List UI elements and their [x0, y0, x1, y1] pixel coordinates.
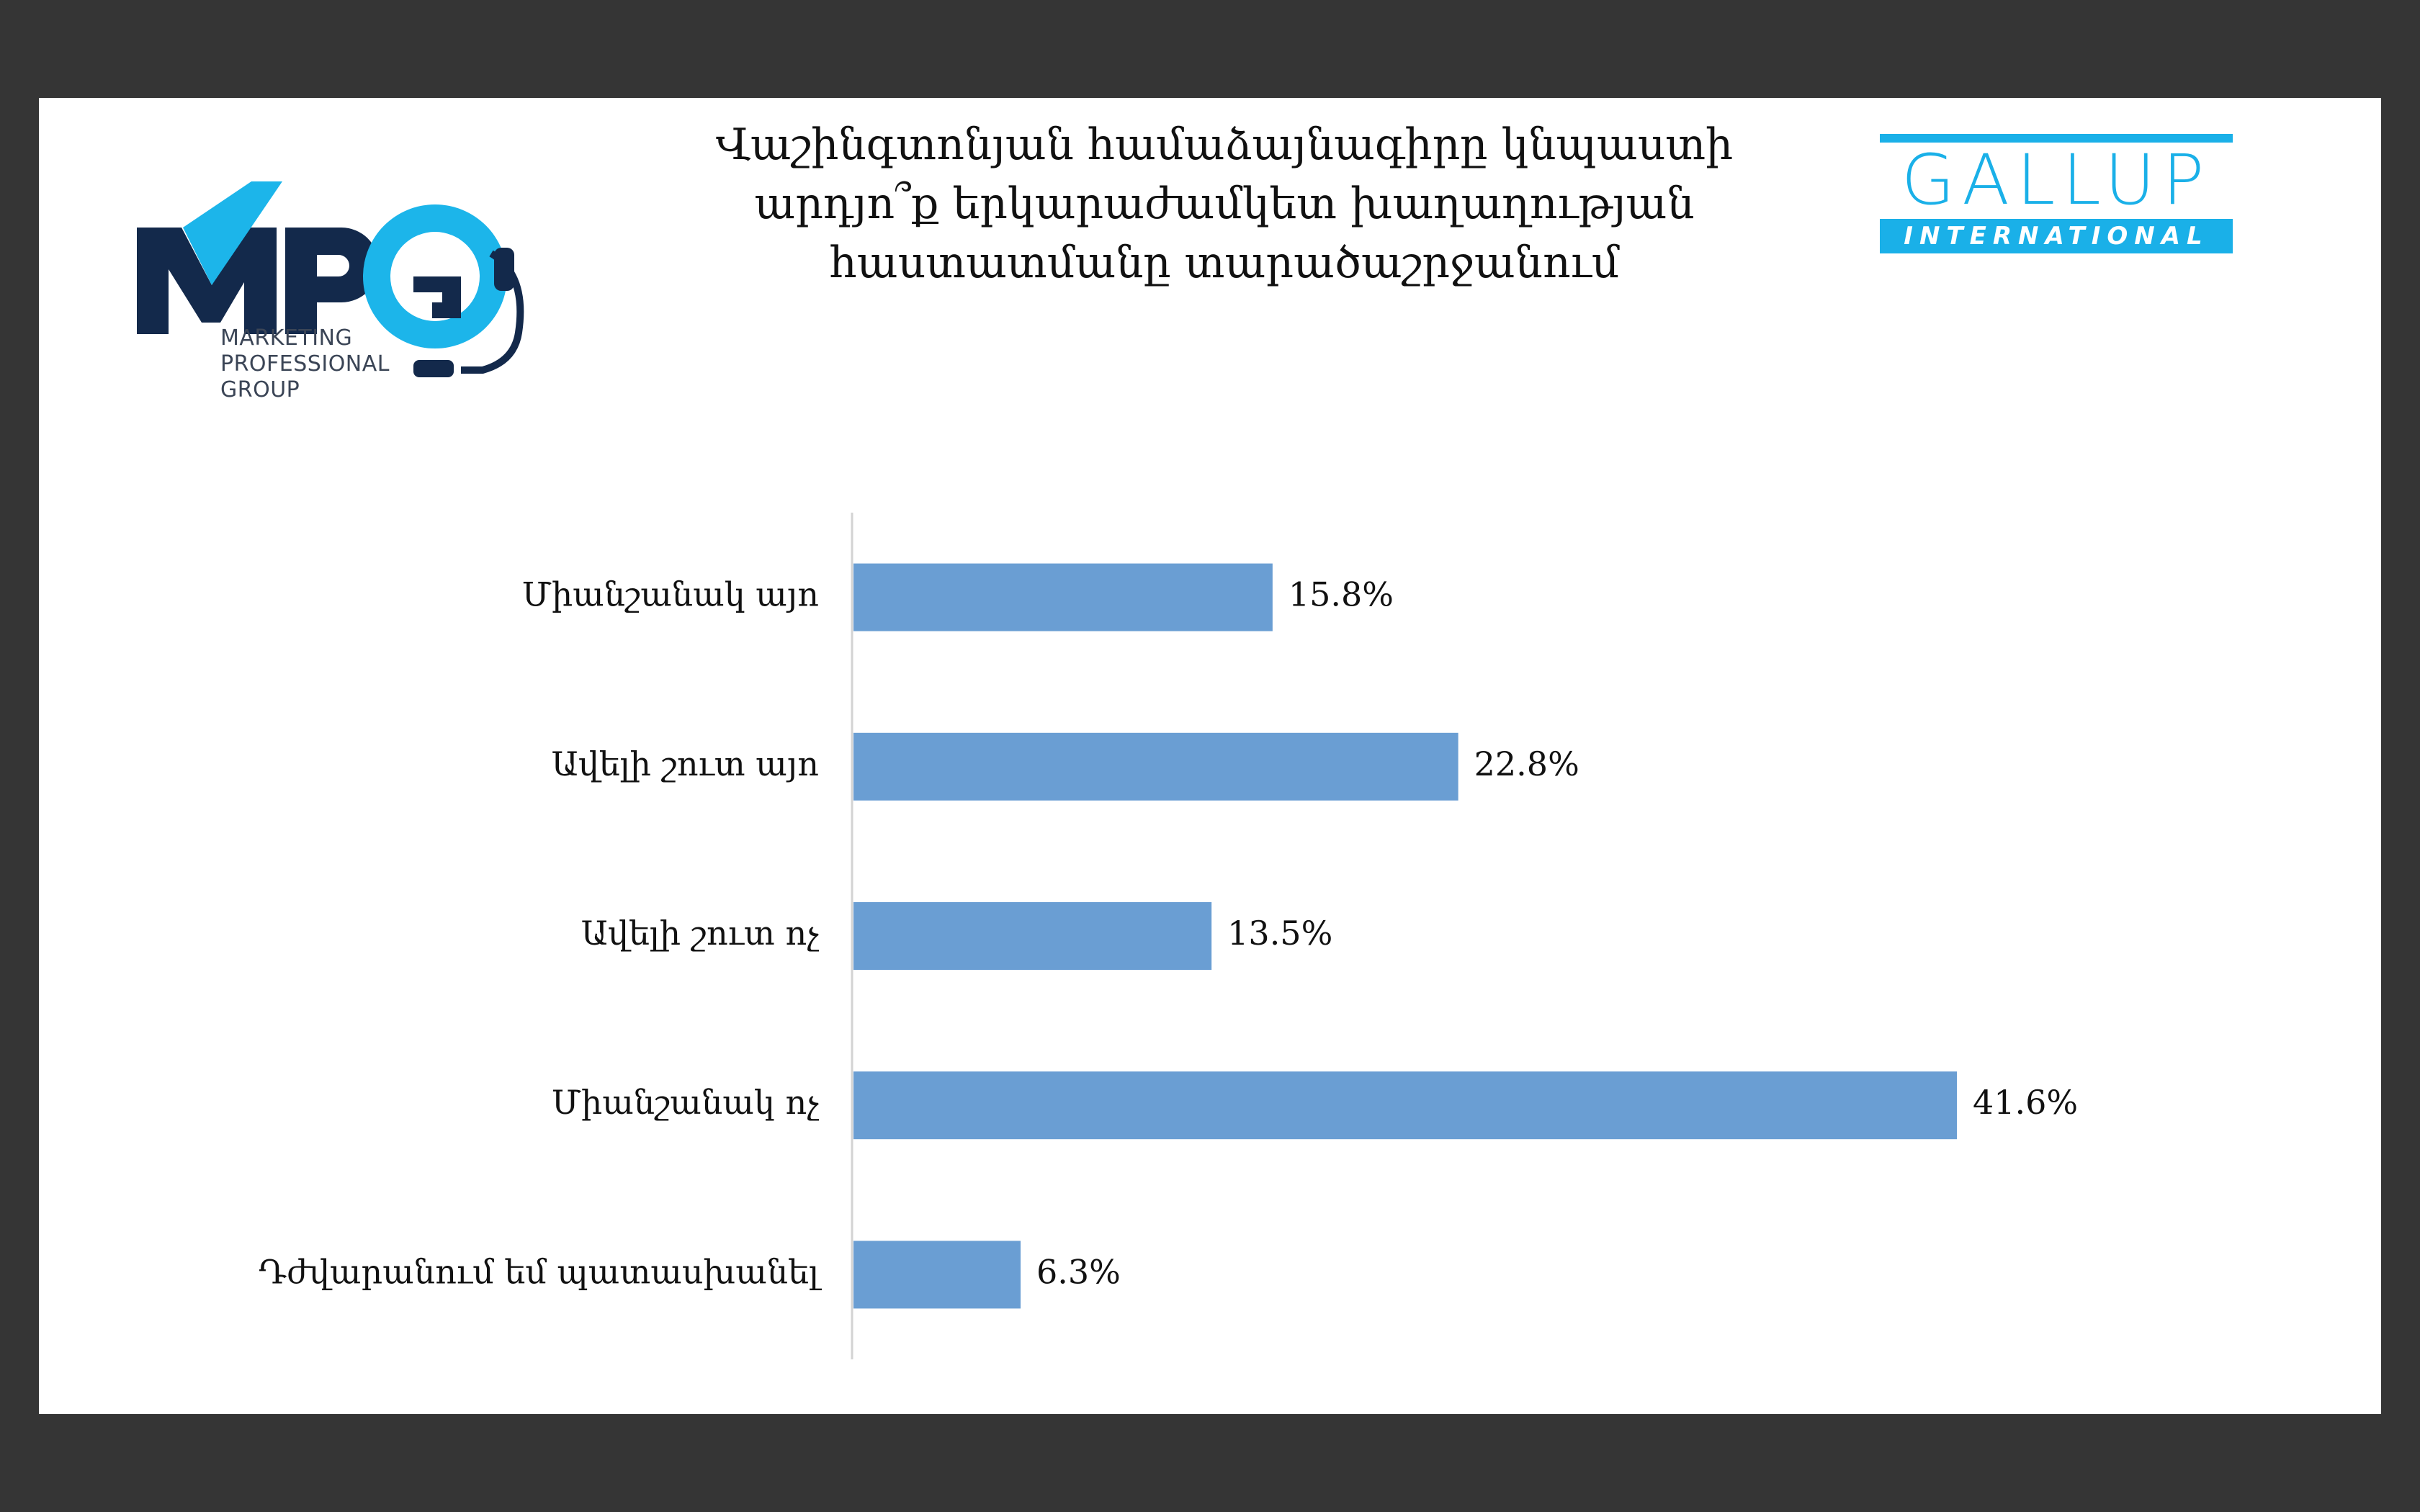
- mpg-logo-subtitle: MARKETING PROFESSIONAL GROUP: [220, 325, 390, 403]
- data-label: 15.8%: [1289, 575, 1394, 614]
- bar: [853, 1241, 1021, 1309]
- category-label: Միանշանակ ոչ: [552, 1083, 819, 1122]
- bar: [853, 563, 1273, 631]
- data-label: 22.8%: [1474, 744, 1579, 783]
- category-label: Դժվարանում եմ պատասխանել: [259, 1252, 823, 1291]
- data-label: 41.6%: [1973, 1083, 2078, 1122]
- mpg-logo: MARKETING PROFESSIONAL GROUP: [97, 81, 529, 419]
- category-label: Ավելի շուտ ոչ: [581, 914, 819, 953]
- bar: [853, 902, 1212, 970]
- mpg-logo-mark: [137, 181, 524, 377]
- data-label: 6.3%: [1036, 1252, 1121, 1291]
- gallup-wordmark: GALLUP: [1901, 140, 2212, 220]
- category-label: Ավելի շուտ այո: [552, 744, 819, 783]
- gallup-band: INTERNATIONAL: [1880, 219, 2233, 253]
- gallup-logo: GALLUP INTERNATIONAL: [1880, 134, 2233, 253]
- mpg-sub-line: PROFESSIONAL: [220, 351, 390, 377]
- title-line: Վաշինգտոնյան համաձայնագիրը կնպաստի: [715, 120, 1734, 170]
- mpg-sub-line: GROUP: [220, 377, 300, 402]
- category-label: Միանշանակ այո: [522, 575, 819, 614]
- data-label: 13.5%: [1227, 914, 1332, 953]
- mpg-sub-line: MARKETING: [220, 325, 353, 351]
- bar: [853, 1071, 1957, 1140]
- chart-title: Վաշինգտոնյան համաձայնագիրը կնպաստի արդյո…: [648, 115, 1801, 292]
- gallup-top-bar: [1880, 134, 2233, 143]
- title-line: հաստատմանը տարածաշրջանում: [829, 238, 1620, 288]
- title-line: արդյո՞ք երկարաժամկետ խաղաղության: [754, 179, 1695, 229]
- bar: [853, 732, 1458, 801]
